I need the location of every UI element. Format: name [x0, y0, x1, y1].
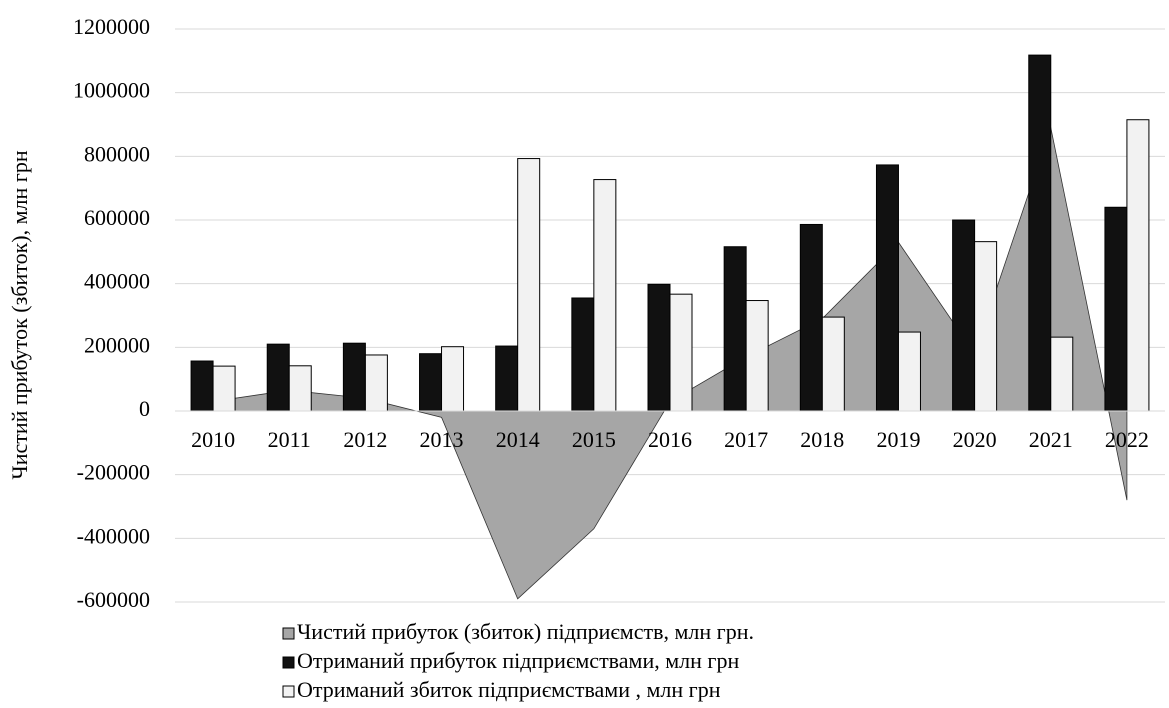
bar — [647, 283, 671, 412]
x-tick-label: 2020 — [953, 427, 997, 452]
legend-label: Отриманий прибуток підприємствами, млн г… — [297, 648, 739, 673]
bar — [266, 343, 290, 412]
y-axis-title: Чистий прибуток (збиток), млн грн — [7, 150, 32, 479]
x-tick-label: 2013 — [420, 427, 464, 452]
bar — [723, 246, 747, 412]
legend-label: Отриманий збиток підприємствами , млн гр… — [297, 677, 721, 702]
bar — [593, 179, 617, 412]
legend-label: Чистий прибуток (збиток) підприємств, мл… — [297, 619, 754, 644]
bar — [1050, 336, 1074, 412]
legend-swatch — [282, 685, 295, 698]
y-tick-label: 1000000 — [73, 78, 150, 103]
bar — [288, 365, 312, 412]
bar — [799, 223, 823, 412]
x-tick-label: 2010 — [191, 427, 235, 452]
bar — [419, 353, 443, 412]
bar — [669, 293, 693, 412]
bar — [1126, 119, 1150, 412]
bar — [897, 331, 921, 412]
bar — [745, 300, 769, 412]
bar — [571, 297, 595, 412]
bar — [1104, 206, 1128, 412]
y-tick-label: -400000 — [77, 523, 150, 548]
legend-swatch — [282, 627, 295, 640]
y-tick-label: -600000 — [77, 587, 150, 612]
y-tick-label: 200000 — [84, 332, 150, 357]
bar — [875, 164, 899, 412]
x-tick-label: 2022 — [1105, 427, 1149, 452]
bar — [364, 354, 388, 412]
bar — [342, 342, 366, 412]
bar — [441, 346, 465, 412]
x-tick-label: 2021 — [1029, 427, 1073, 452]
y-tick-label: 600000 — [84, 205, 150, 230]
y-tick-label: 400000 — [84, 269, 150, 294]
bar — [952, 219, 976, 412]
y-tick-label: 800000 — [84, 141, 150, 166]
x-tick-label: 2016 — [648, 427, 692, 452]
x-tick-label: 2014 — [496, 427, 540, 452]
bar — [212, 365, 236, 412]
x-tick-label: 2019 — [876, 427, 920, 452]
x-tick-label: 2011 — [268, 427, 311, 452]
x-tick-label: 2015 — [572, 427, 616, 452]
bar — [1028, 54, 1052, 412]
legend-swatch — [282, 656, 295, 669]
y-tick-label: 0 — [139, 396, 150, 421]
x-tick-label: 2018 — [800, 427, 844, 452]
bar — [821, 316, 845, 412]
x-tick-label: 2012 — [343, 427, 387, 452]
x-tick-label: 2017 — [724, 427, 768, 452]
bar — [190, 360, 214, 412]
bar — [974, 241, 998, 412]
bar — [517, 158, 541, 412]
y-tick-label: 1200000 — [73, 14, 150, 39]
bar — [495, 345, 519, 412]
y-tick-label: -200000 — [77, 460, 150, 485]
